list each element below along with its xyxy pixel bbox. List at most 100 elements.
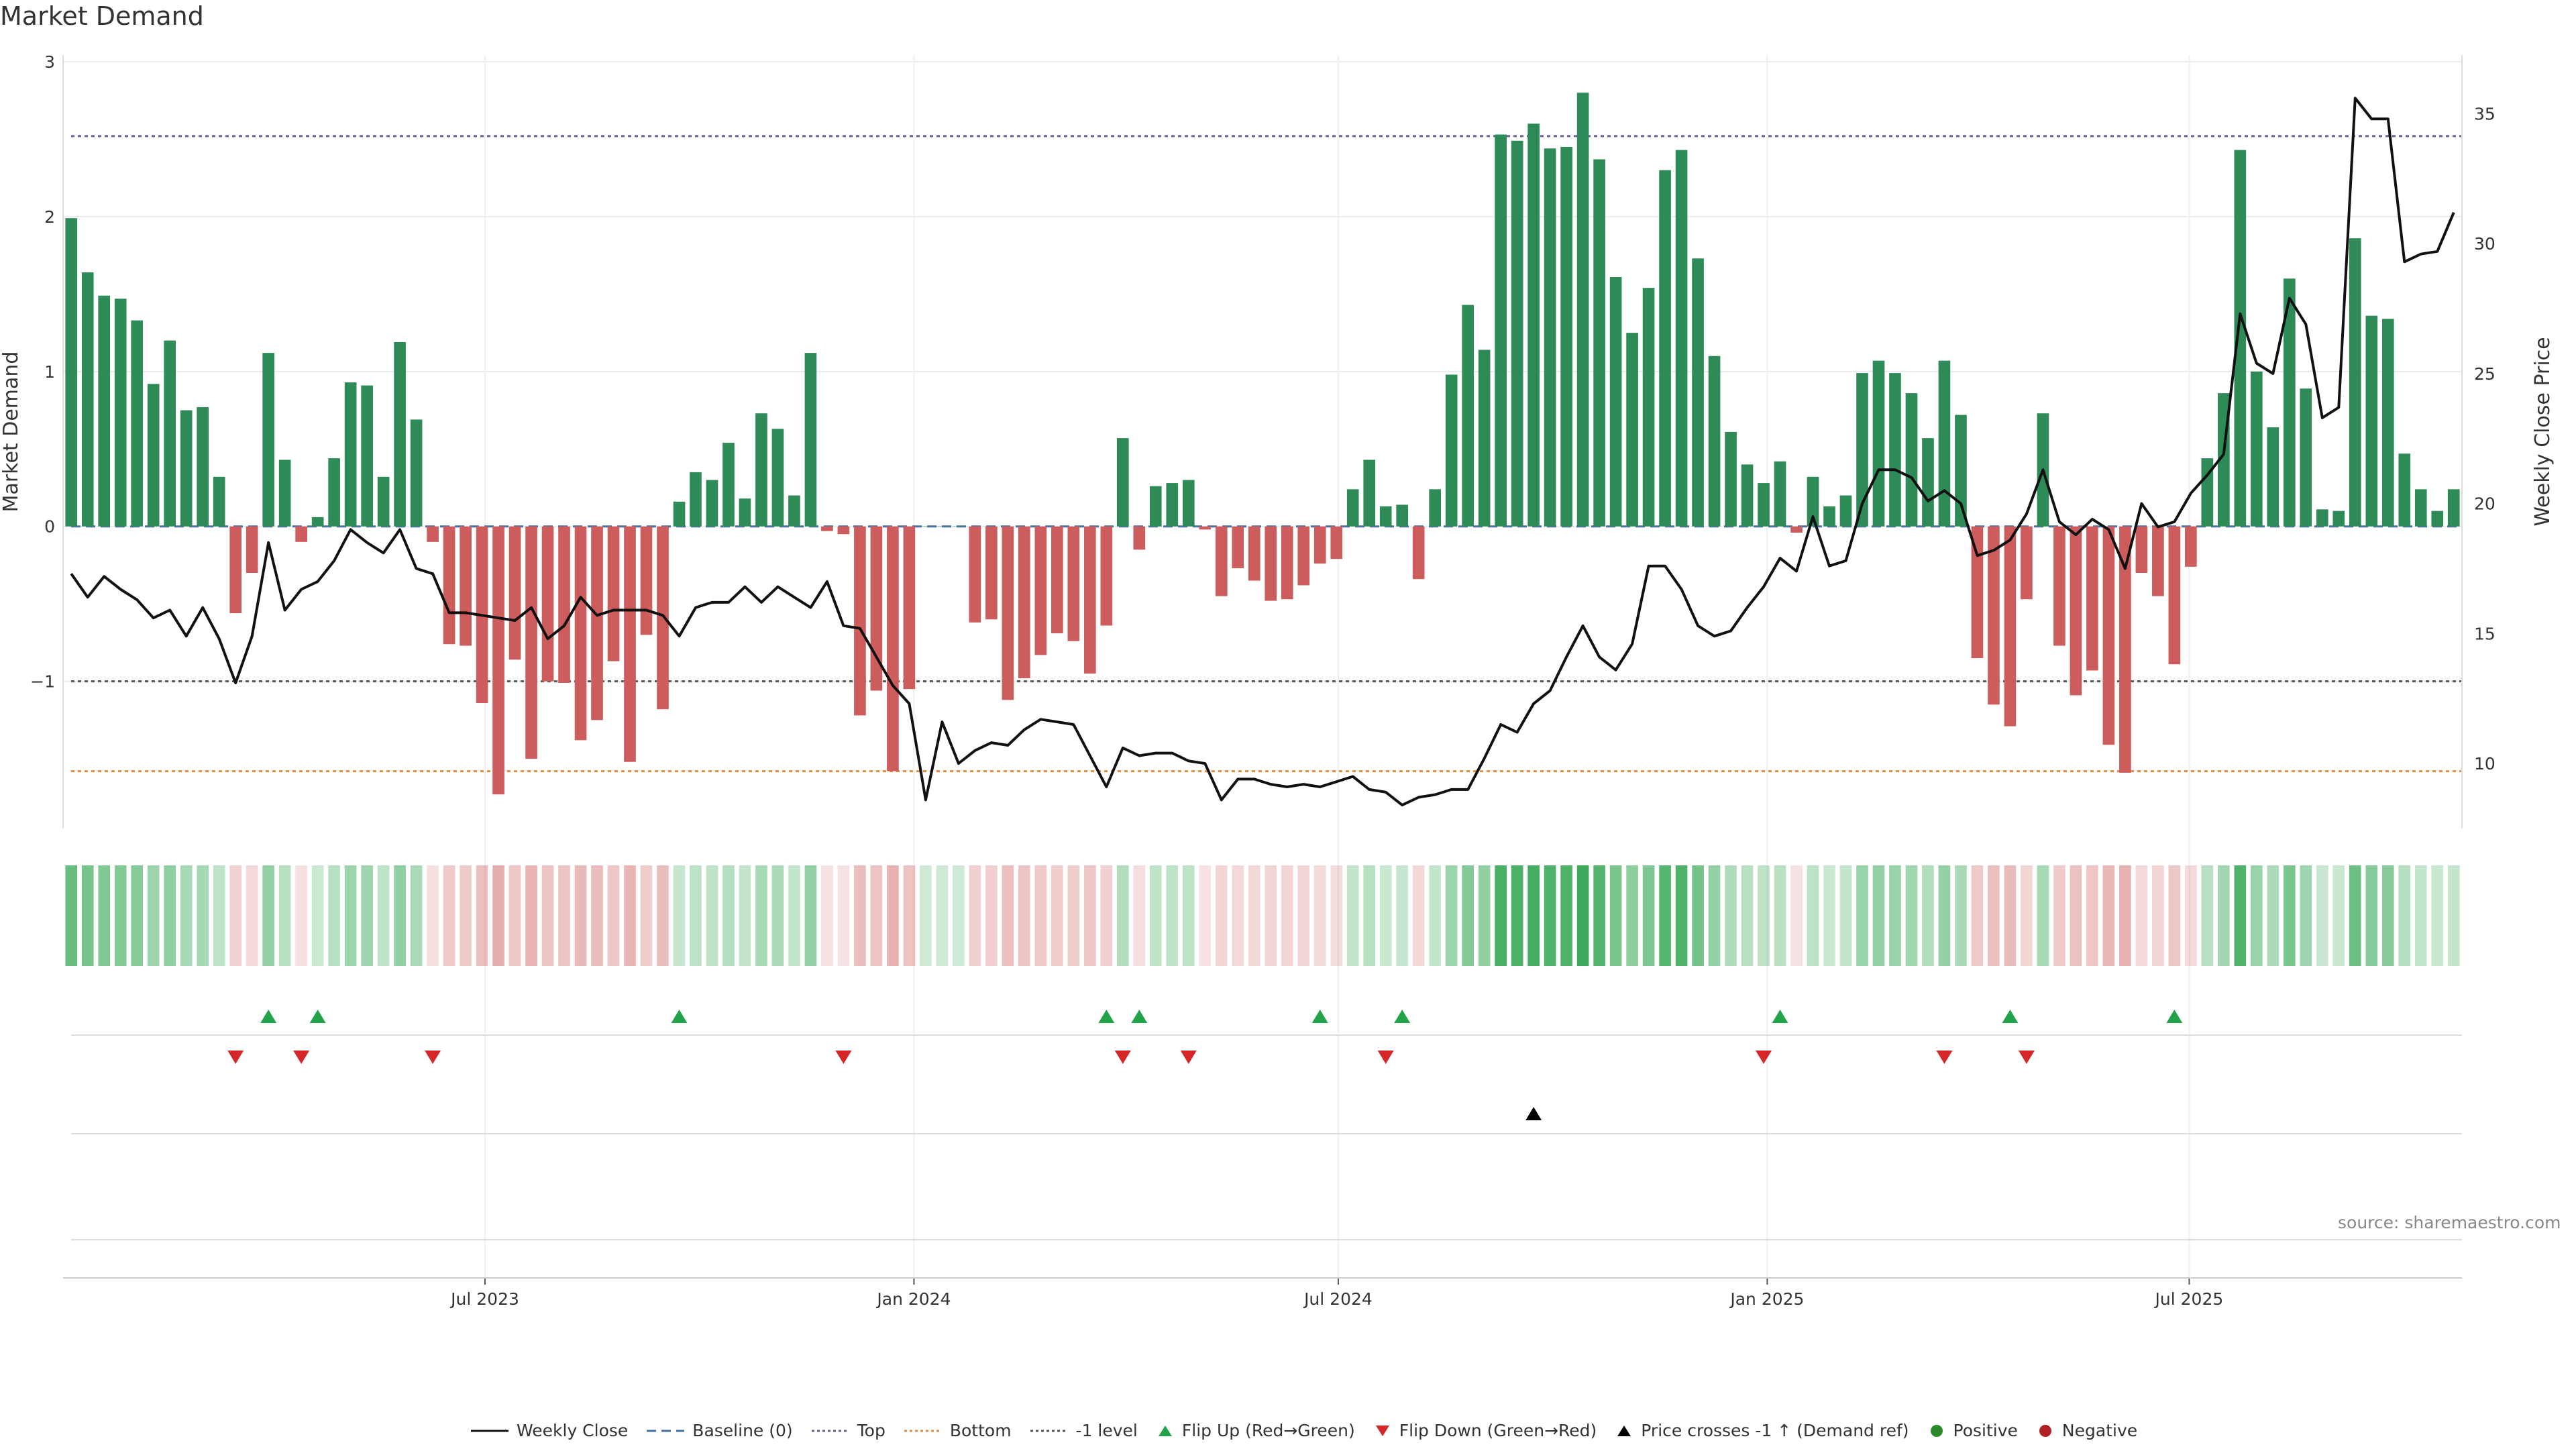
heat-cell — [525, 865, 537, 966]
demand-bar — [1576, 93, 1589, 527]
demand-bar — [1560, 147, 1572, 527]
demand-bar — [2021, 526, 2033, 600]
y-tick-label-right: 25 — [2474, 364, 2496, 384]
flip-up-marker — [2002, 1010, 2019, 1023]
heat-cell — [2316, 865, 2328, 966]
heat-cell — [1905, 865, 1918, 966]
demand-bar — [1889, 373, 1901, 527]
demand-bar — [1051, 526, 1063, 634]
demand-bar — [2267, 427, 2279, 527]
heat-cell — [1708, 865, 1721, 966]
heat-cell — [1839, 865, 1852, 966]
legend-label: Price crosses -1 ↑ (Demand ref) — [1641, 1421, 1909, 1440]
demand-bar — [1084, 526, 1096, 674]
y-tick-label-left: 0 — [44, 517, 55, 537]
demand-bar — [246, 526, 258, 573]
y-tick-label-right: 30 — [2474, 234, 2496, 254]
demand-bar — [2119, 526, 2131, 773]
heat-cell — [887, 865, 899, 966]
heat-cell — [821, 865, 833, 966]
flip-up-marker — [1772, 1010, 1788, 1023]
price-series-line — [70, 97, 2455, 807]
heat-cell — [65, 865, 78, 966]
y-tick-label-left: −1 — [30, 672, 55, 692]
legend-item-positive: Positive — [1927, 1421, 2018, 1440]
legend-label: Baseline (0) — [692, 1421, 793, 1440]
demand-bar — [2152, 526, 2164, 596]
demand-bar — [2102, 526, 2115, 745]
x-tick-label: Jul 2024 — [1303, 1289, 1373, 1309]
legend-label: Bottom — [949, 1421, 1012, 1440]
demand-bar — [1363, 460, 1376, 527]
demand-bar — [311, 517, 324, 527]
legend-item-cross: Price crosses -1 ↑ (Demand ref) — [1614, 1421, 1909, 1440]
demand-bar — [65, 218, 78, 527]
heat-cell — [131, 865, 144, 966]
heat-cell — [2168, 865, 2181, 966]
demand-bar — [1297, 526, 1310, 586]
demand-bar — [1313, 526, 1326, 564]
heat-cell — [2152, 865, 2164, 966]
demand-bar — [377, 476, 390, 527]
heat-cell — [1527, 865, 1540, 966]
demand-bar — [1215, 526, 1228, 596]
heat-cell — [1215, 865, 1228, 966]
heat-cell — [2300, 865, 2312, 966]
heat-cell — [410, 865, 423, 966]
heat-cell — [1232, 865, 1244, 966]
heat-cell — [1872, 865, 1885, 966]
heat-cell — [1462, 865, 1474, 966]
heat-cell — [2021, 865, 2033, 966]
heat-cell — [1922, 865, 1934, 966]
heat-cell — [1741, 865, 1754, 966]
demand-bar — [443, 526, 455, 645]
line-icon — [470, 1423, 510, 1439]
demand-bar — [2316, 509, 2328, 527]
demand-bar — [673, 501, 686, 527]
heat-cell — [837, 865, 850, 966]
demand-bar — [788, 495, 800, 527]
flip-up-marker — [1131, 1010, 1148, 1023]
heat-cell — [492, 865, 504, 966]
heat-cell — [2365, 865, 2378, 966]
demand-bar — [657, 526, 669, 710]
y-tick-label-left: 3 — [44, 52, 55, 72]
demand-bar — [508, 526, 521, 660]
heat-cell — [1084, 865, 1096, 966]
demand-bar — [2414, 489, 2427, 527]
heat-cell — [2332, 865, 2345, 966]
heat-cell — [2284, 865, 2296, 966]
y-axis-label-left: Market Demand — [0, 352, 23, 513]
demand-bar — [81, 272, 94, 527]
heat-cell — [81, 865, 94, 966]
demand-bar — [624, 526, 636, 762]
heat-cell — [936, 865, 949, 966]
heat-cell — [673, 865, 686, 966]
heat-cell — [2053, 865, 2065, 966]
demand-bar — [607, 526, 620, 661]
x-tick-label: Jul 2023 — [449, 1289, 519, 1309]
demand-bar — [1905, 393, 1918, 527]
demand-bar — [1182, 480, 1195, 527]
heat-cell — [1692, 865, 1704, 966]
y-tick-label-right: 20 — [2474, 494, 2496, 514]
demand-bar — [887, 526, 899, 771]
heat-cell — [755, 865, 767, 966]
heat-cell — [706, 865, 718, 966]
legend-item-bottom: Bottom — [903, 1421, 1012, 1440]
demand-bar — [1445, 374, 1458, 527]
demand-bar — [1100, 526, 1113, 626]
x-tick-label: Jan 2025 — [1729, 1289, 1804, 1309]
heat-cell — [1396, 865, 1409, 966]
dotted-line-icon — [903, 1423, 943, 1439]
heat-cell — [1166, 865, 1179, 966]
heat-cell — [328, 865, 340, 966]
heat-cell — [1018, 865, 1030, 966]
y-tick-label-right: 15 — [2474, 624, 2496, 643]
heat-cell — [870, 865, 883, 966]
demand-bar — [1708, 356, 1721, 527]
heat-cell — [1609, 865, 1622, 966]
legend-item-weekly-close: Weekly Close — [470, 1421, 628, 1440]
demand-bar — [361, 385, 373, 527]
demand-bar — [1758, 483, 1770, 527]
